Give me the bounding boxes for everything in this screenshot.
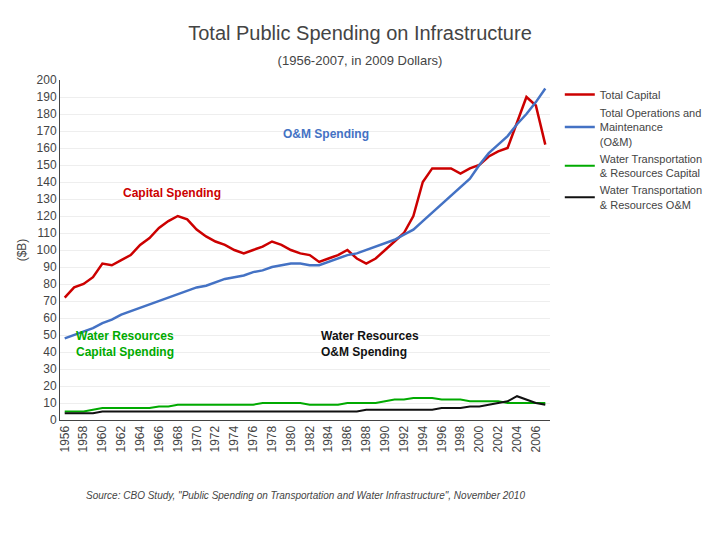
svg-text:1972: 1972 xyxy=(208,425,222,452)
svg-text:200: 200 xyxy=(37,73,57,87)
svg-text:0: 0 xyxy=(50,413,57,427)
svg-text:1980: 1980 xyxy=(284,425,298,452)
svg-text:1956: 1956 xyxy=(58,425,72,452)
svg-text:1964: 1964 xyxy=(133,425,147,452)
svg-text:140: 140 xyxy=(37,175,57,189)
svg-text:100: 100 xyxy=(37,243,57,257)
svg-text:1976: 1976 xyxy=(246,425,260,452)
svg-text:150: 150 xyxy=(37,158,57,172)
svg-text:Source: CBO Study, "Public Spe: Source: CBO Study, "Public Spending on T… xyxy=(86,490,525,501)
svg-text:1984: 1984 xyxy=(321,425,335,452)
svg-text:80: 80 xyxy=(43,277,57,291)
svg-text:130: 130 xyxy=(37,192,57,206)
svg-text:40: 40 xyxy=(43,345,57,359)
svg-text:1966: 1966 xyxy=(152,425,166,452)
svg-text:2004: 2004 xyxy=(510,425,524,452)
svg-text:170: 170 xyxy=(37,124,57,138)
svg-text:1992: 1992 xyxy=(397,425,411,452)
svg-text:Water ResourcesCapital Spendin: Water ResourcesCapital Spending xyxy=(76,329,174,359)
svg-text:1996: 1996 xyxy=(435,425,449,452)
svg-text:Water ResourcesO&M Spending: Water ResourcesO&M Spending xyxy=(321,329,419,359)
svg-text:20: 20 xyxy=(43,379,57,393)
svg-text:30: 30 xyxy=(43,362,57,376)
svg-text:110: 110 xyxy=(37,226,56,240)
svg-text:1974: 1974 xyxy=(227,425,241,452)
svg-text:(1956-2007, in 2009 Dollars): (1956-2007, in 2009 Dollars) xyxy=(278,53,443,68)
svg-text:90: 90 xyxy=(43,260,57,274)
svg-text:190: 190 xyxy=(37,90,57,104)
svg-text:1998: 1998 xyxy=(453,425,467,452)
svg-text:1960: 1960 xyxy=(95,425,109,452)
svg-text:1970: 1970 xyxy=(190,425,204,452)
svg-text:Water Transportation& Resource: Water Transportation& Resources O&M xyxy=(600,184,702,210)
svg-text:2002: 2002 xyxy=(491,425,505,452)
svg-text:Water Transportation& Resource: Water Transportation& Resources Capital xyxy=(600,153,702,179)
svg-text:50: 50 xyxy=(43,328,57,342)
svg-text:1968: 1968 xyxy=(171,425,185,452)
svg-text:180: 180 xyxy=(37,107,57,121)
svg-text:10: 10 xyxy=(43,396,57,410)
svg-text:2006: 2006 xyxy=(529,425,543,452)
svg-text:1994: 1994 xyxy=(416,425,430,452)
svg-text:70: 70 xyxy=(43,294,57,308)
svg-text:1958: 1958 xyxy=(76,425,90,452)
svg-text:1986: 1986 xyxy=(340,425,354,452)
svg-text:Capital Spending: Capital Spending xyxy=(123,186,221,200)
svg-text:1982: 1982 xyxy=(303,425,317,452)
svg-text:Total Public Spending on Infra: Total Public Spending on Infrastructure xyxy=(188,22,532,44)
svg-text:1988: 1988 xyxy=(359,425,373,452)
svg-text:120: 120 xyxy=(37,209,57,223)
svg-text:160: 160 xyxy=(37,141,57,155)
svg-text:O&M Spending: O&M Spending xyxy=(283,127,369,141)
svg-text:($B): ($B) xyxy=(15,239,29,262)
svg-text:Total Operations andMaintenanc: Total Operations andMaintenance(O&M) xyxy=(600,107,702,148)
svg-text:60: 60 xyxy=(43,311,57,325)
svg-text:1990: 1990 xyxy=(378,425,392,452)
svg-text:1978: 1978 xyxy=(265,425,279,452)
svg-text:1962: 1962 xyxy=(114,425,128,452)
svg-text:2000: 2000 xyxy=(472,425,486,452)
svg-text:Total Capital: Total Capital xyxy=(600,89,661,101)
